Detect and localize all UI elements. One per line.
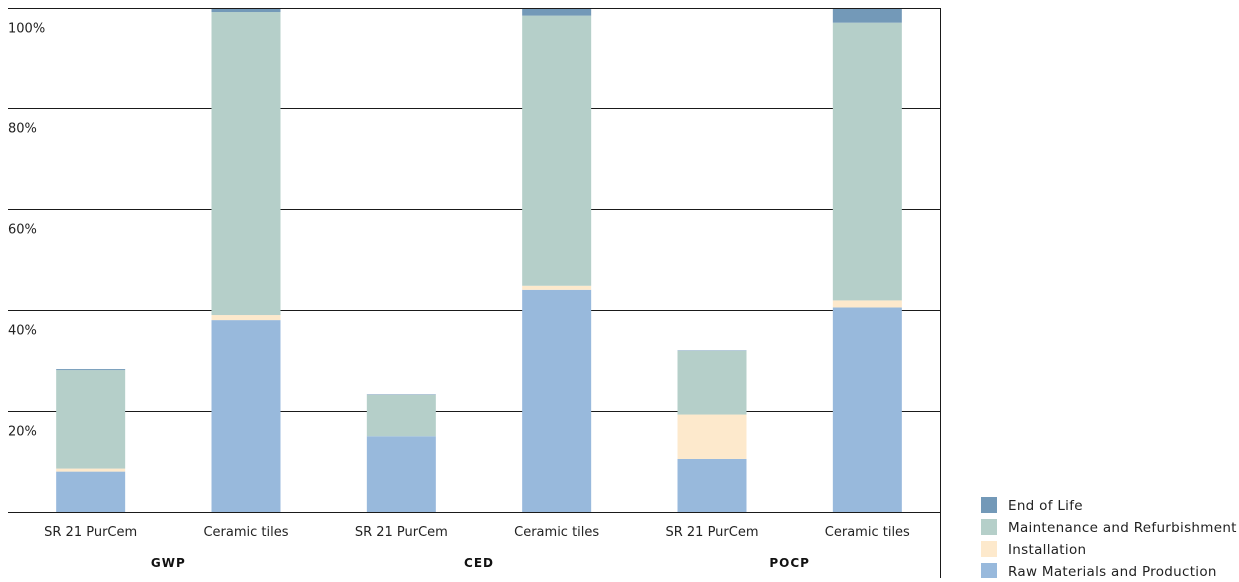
legend: End of Life Maintenance and Refurbishment…	[981, 497, 1237, 580]
bars	[56, 8, 902, 512]
bar-segment-maintenance-and-refurbishment	[366, 394, 436, 437]
bar-segment-installation	[677, 414, 747, 459]
bar-segment-end-of-life	[832, 8, 902, 23]
bar-segment-maintenance-and-refurbishment	[832, 22, 902, 301]
bar-segment-installation	[56, 468, 126, 472]
group-label-gwp: GWP	[151, 556, 186, 570]
legend-label: Raw Materials and Production	[1008, 564, 1217, 578]
x-category-label: SR 21 PurCem	[44, 525, 137, 540]
bar-segment-maintenance-and-refurbishment	[522, 15, 592, 286]
bar-segment-maintenance-and-refurbishment	[56, 370, 126, 469]
legend-label: Maintenance and Refurbishment	[1008, 520, 1237, 536]
bar-segment-raw-materials-and-production	[211, 320, 281, 512]
axes	[8, 8, 941, 578]
bar-segment-raw-materials-and-production	[56, 471, 126, 512]
y-tick-label: 60%	[8, 223, 37, 238]
x-category-label: Ceramic tiles	[825, 525, 910, 540]
legend-swatch	[981, 563, 997, 579]
x-category-label: SR 21 PurCem	[665, 525, 758, 540]
x-category-label: Ceramic tiles	[514, 525, 599, 540]
group-label-pocp: POCP	[769, 556, 810, 570]
x-category-label: Ceramic tiles	[203, 525, 288, 540]
bar-segment-maintenance-and-refurbishment	[677, 350, 747, 415]
bar-segment-raw-materials-and-production	[832, 307, 902, 512]
bar-segment-end-of-life	[211, 8, 281, 13]
x-category-label: SR 21 PurCem	[355, 525, 448, 540]
y-tick-label: 40%	[8, 324, 37, 339]
y-tick-label: 80%	[8, 122, 37, 137]
legend-label: End of Life	[1008, 498, 1083, 514]
y-tick-label: 20%	[8, 425, 37, 440]
bar-segment-raw-materials-and-production	[522, 289, 592, 512]
labels: 20% 40% 60% 80% 100% SR 21 PurCem Ceramic tile…	[8, 22, 910, 571]
bar-segment-installation	[211, 315, 281, 321]
gridlines	[8, 8, 940, 412]
bar-segment-raw-materials-and-production	[366, 436, 436, 512]
bar-segment-installation	[832, 300, 902, 308]
legend-swatch	[981, 541, 997, 557]
bar-segment-maintenance-and-refurbishment	[211, 12, 281, 316]
bar-segment-end-of-life	[56, 369, 126, 371]
bar-segment-raw-materials-and-production	[677, 458, 747, 512]
legend-label: Installation	[1008, 542, 1086, 558]
bar-segment-end-of-life	[677, 350, 747, 351]
legend-swatch	[981, 497, 997, 513]
y-tick-label: 100%	[8, 22, 45, 37]
bar-segment-end-of-life	[366, 394, 436, 395]
legend-swatch	[981, 519, 997, 535]
bar-segment-end-of-life	[522, 8, 592, 16]
group-label-ced: CED	[464, 556, 494, 570]
bar-segment-installation	[522, 285, 592, 290]
